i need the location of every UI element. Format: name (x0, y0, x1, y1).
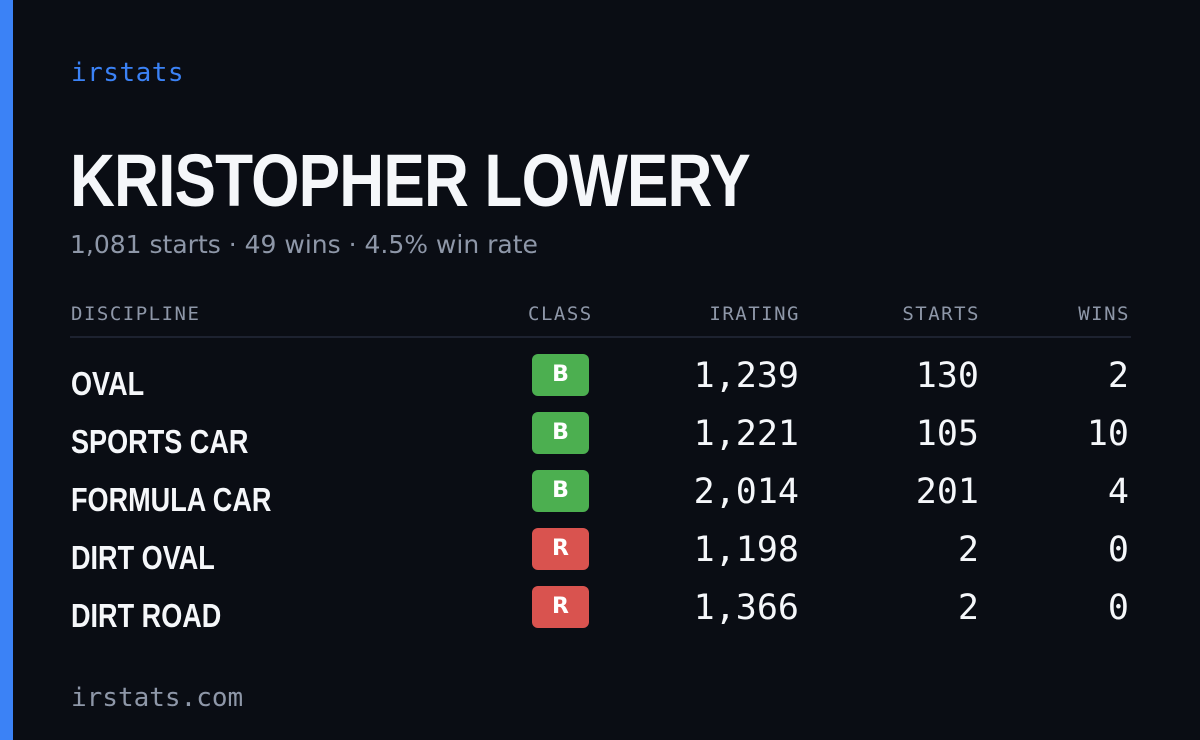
table-row: SPORTS CAR B 1,221 105 10 (0, 412, 1200, 470)
class-badge: B (532, 354, 589, 396)
column-header-discipline: DISCIPLINE (71, 303, 201, 325)
class-badge: B (532, 412, 589, 454)
class-badge: B (532, 470, 589, 512)
class-badge: R (532, 586, 589, 628)
brand-logo: irstats (71, 58, 185, 88)
discipline-name: SPORTS CAR (71, 423, 249, 460)
column-header-starts: STARTS (902, 303, 980, 325)
column-header-irating: IRATING (709, 303, 800, 325)
starts-value: 2 (957, 530, 979, 570)
discipline-name: FORMULA CAR (71, 481, 272, 518)
starts-value: 105 (915, 414, 979, 454)
wins-value: 0 (1107, 588, 1129, 628)
irating-value: 1,239 (693, 356, 799, 396)
class-badge: R (532, 528, 589, 570)
wins-value: 2 (1107, 356, 1129, 396)
table-row: OVAL B 1,239 130 2 (0, 354, 1200, 412)
irating-value: 1,221 (693, 414, 799, 454)
irating-value: 2,014 (693, 472, 799, 512)
table-row: DIRT OVAL R 1,198 2 0 (0, 528, 1200, 586)
discipline-name: DIRT OVAL (71, 539, 215, 576)
starts-value: 130 (915, 356, 979, 396)
discipline-name: DIRT ROAD (71, 597, 222, 634)
irating-value: 1,366 (693, 588, 799, 628)
driver-name: KRISTOPHER LOWERY (70, 139, 751, 222)
irating-value: 1,198 (693, 530, 799, 570)
table-row: DIRT ROAD R 1,366 2 0 (0, 586, 1200, 644)
starts-value: 2 (957, 588, 979, 628)
column-header-class: CLASS (528, 303, 593, 325)
column-header-wins: WINS (1078, 303, 1130, 325)
wins-value: 10 (1086, 414, 1129, 454)
wins-value: 4 (1107, 472, 1129, 512)
footer-url: irstats.com (71, 683, 244, 713)
starts-value: 201 (915, 472, 979, 512)
wins-value: 0 (1107, 530, 1129, 570)
header-divider (70, 336, 1131, 338)
discipline-name: OVAL (71, 365, 145, 402)
accent-bar (0, 0, 13, 740)
driver-summary: 1,081 starts · 49 wins · 4.5% win rate (70, 230, 538, 259)
table-row: FORMULA CAR B 2,014 201 4 (0, 470, 1200, 528)
